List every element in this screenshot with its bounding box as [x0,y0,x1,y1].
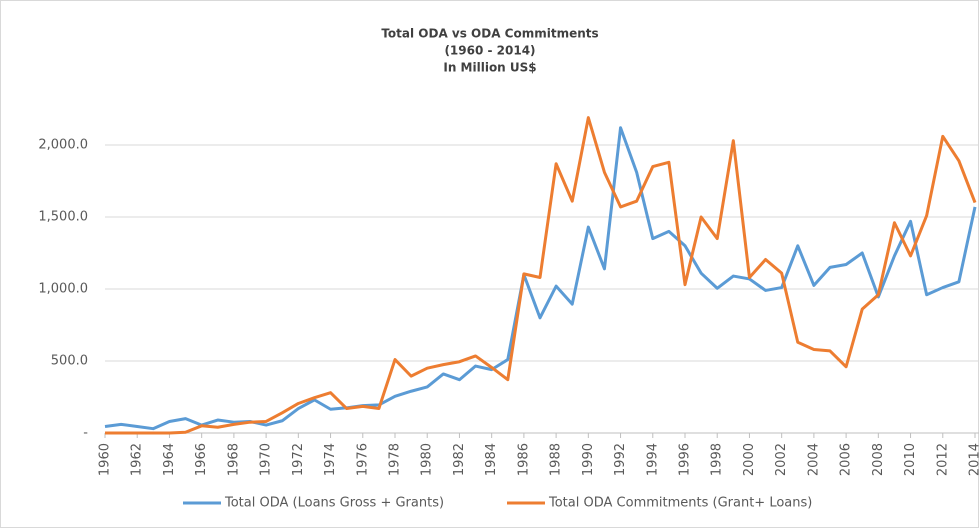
x-tick-label: 2000 [742,443,757,476]
y-tick-label: 1,000.0 [38,282,88,297]
x-tick-label: 1980 [420,443,435,476]
x-tick-label: 1996 [678,443,693,476]
x-tick-label: 1966 [194,443,209,476]
x-tick-label: 2008 [871,443,886,476]
x-tick-label: 1994 [645,443,660,476]
x-tick-label: 1982 [452,443,467,476]
x-tick-label: 1976 [355,443,370,476]
series-line [105,116,977,435]
x-tick-label: 1974 [323,443,338,476]
legend-label: Total ODA (Loans Gross + Grants) [224,496,444,511]
x-tick-label: 2010 [903,443,918,476]
chart-title: Total ODA vs ODA Commitments [381,27,598,41]
legend-label: Total ODA Commitments (Grant+ Loans) [548,496,812,511]
chart-title: In Million US$ [443,61,536,75]
chart-title: (1960 - 2014) [444,44,535,58]
x-tick-label: 1992 [613,443,628,476]
x-tick-label: 1964 [162,443,177,476]
x-tick-label: 1988 [549,443,564,476]
x-tick-label: 1998 [710,443,725,476]
y-tick-label: - [83,426,88,441]
x-tick-label: 2004 [806,443,821,476]
y-tick-label: 1,500.0 [38,210,88,225]
x-tick-label: 1972 [291,443,306,476]
x-tick-label: 2006 [839,443,854,476]
x-tick-label: 1968 [226,443,241,476]
y-tick-label: 2,000.0 [38,138,88,153]
x-tick-label: 1962 [130,443,145,476]
y-tick-label: 500.0 [51,354,88,369]
x-tick-label: 1990 [581,443,596,476]
x-tick-label: 1984 [484,443,499,476]
x-tick-label: 1970 [259,443,274,476]
x-tick-label: 1960 [98,443,113,476]
x-tick-label: 2012 [935,443,950,476]
x-tick-label: 1978 [388,443,403,476]
x-tick-label: 2002 [774,443,789,476]
x-tick-label: 1986 [516,443,531,476]
x-tick-label: 2014 [968,443,979,476]
